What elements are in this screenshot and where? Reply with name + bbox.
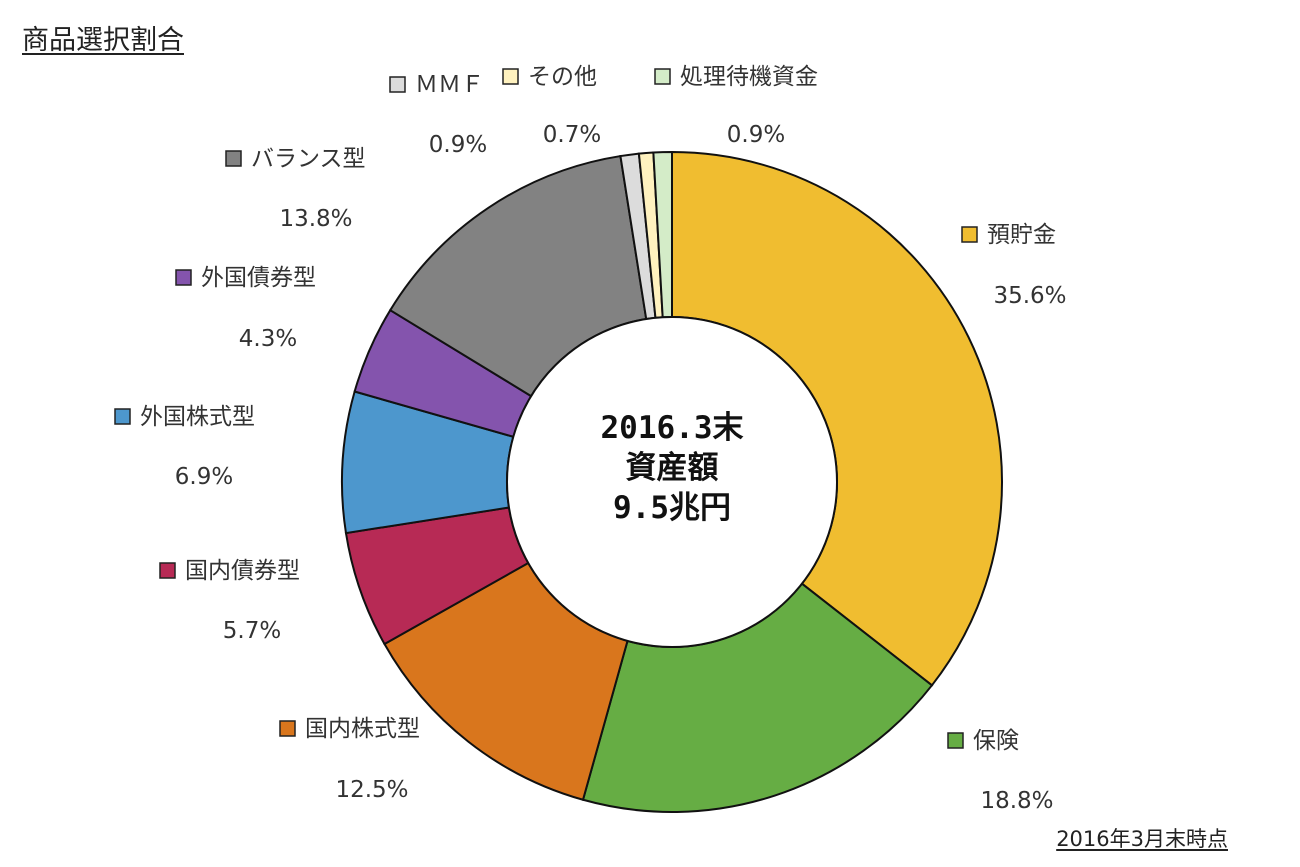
slice-value-label-7: 13.8% [279,206,352,232]
slice-name-label-8: ＭＭＦ [415,72,484,98]
legend-swatch-1 [961,226,978,243]
center-label-line-1: 2016.3末 [601,410,744,446]
slice-name-label-7: バランス型 [251,146,366,172]
slice-name-label-6: 外国債券型 [201,265,316,291]
slice-value-label-3: 12.5% [335,777,408,803]
slice-name-label-5: 外国株式型 [140,404,255,430]
legend-swatch-10 [654,68,671,85]
slice-name-label-10: 処理待機資金 [680,64,818,90]
slice-value-label-8: 0.9% [429,132,487,158]
slice-value-label-5: 6.9% [175,464,233,490]
legend-swatch-6 [175,269,192,286]
center-label-line-3: 9.5兆円 [613,490,731,526]
legend-swatch-7 [225,150,242,167]
legend-swatch-3 [279,720,296,737]
slice-value-label-10: 0.9% [727,122,785,148]
slice-value-label-9: 0.7% [543,122,601,148]
slice-value-label-2: 18.8% [980,788,1053,814]
legend-swatch-4 [159,562,176,579]
legend-swatch-5 [114,408,131,425]
slice-name-label-2: 保険 [973,728,1019,754]
slice-name-label-3: 国内株式型 [305,716,420,742]
legend-swatch-9 [502,68,519,85]
slice-value-label-6: 4.3% [239,326,297,352]
slice-value-label-1: 35.6% [993,283,1066,309]
donut-hole [506,316,838,648]
chart-title: 商品選択割合 [22,25,184,56]
slice-name-label-9: その他 [528,64,597,90]
slice-name-label-1: 預貯金 [987,222,1056,248]
slice-name-label-4: 国内債券型 [185,558,300,584]
slice-value-label-4: 5.7% [223,618,281,644]
footnote-date: 2016年3月末時点 [1056,827,1228,851]
legend-swatch-2 [947,732,964,749]
center-label-line-2: 資産額 [626,450,719,486]
legend-swatch-8 [389,76,406,93]
